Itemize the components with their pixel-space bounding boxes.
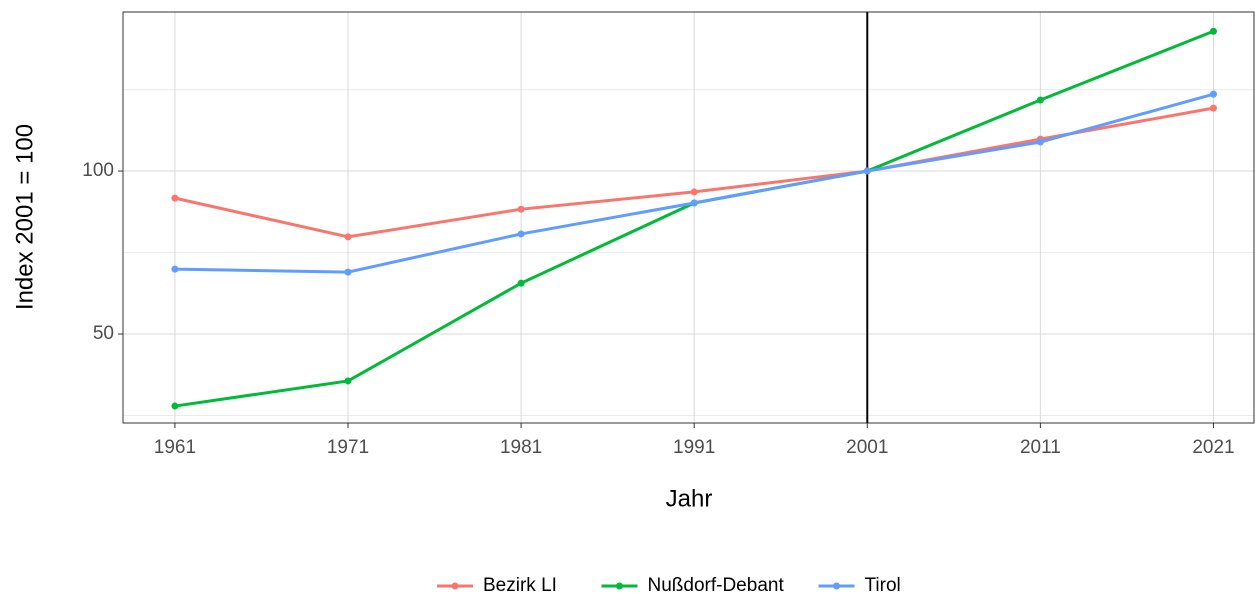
- legend-label: Nußdorf-Debant: [648, 575, 785, 596]
- x-axis-label: Jahr: [666, 485, 713, 512]
- point: [344, 233, 352, 241]
- point: [517, 230, 525, 238]
- legend-key-point: [616, 582, 623, 590]
- point: [171, 194, 179, 202]
- point: [517, 205, 525, 213]
- point: [171, 265, 179, 273]
- point: [1036, 138, 1044, 146]
- legend-key-point: [451, 582, 459, 590]
- x-tick-label: 1991: [673, 437, 715, 458]
- point: [690, 199, 698, 207]
- x-tick-label: 2021: [1192, 437, 1234, 458]
- x-tick-label: 1981: [500, 437, 542, 458]
- point: [1209, 27, 1217, 35]
- point: [1036, 96, 1044, 104]
- y-axis-label: Index 2001 = 100: [11, 124, 38, 310]
- point: [517, 279, 525, 287]
- point: [171, 402, 179, 410]
- point: [1209, 104, 1217, 112]
- point: [690, 188, 698, 196]
- legend-label: Tirol: [865, 575, 901, 596]
- x-tick-label: 2011: [1020, 437, 1061, 458]
- x-tick-label: 2001: [846, 437, 888, 458]
- point: [1209, 90, 1217, 98]
- y-tick-label: 100: [82, 160, 114, 181]
- legend-label: Bezirk LI: [483, 575, 557, 596]
- point: [863, 167, 871, 175]
- x-tick-label: 1971: [327, 437, 369, 458]
- panel-border: [122, 11, 1255, 424]
- point: [344, 268, 352, 276]
- legend-key-point: [833, 582, 840, 590]
- point: [344, 377, 352, 385]
- y-tick-label: 50: [93, 323, 114, 344]
- x-tick-label: 1961: [154, 437, 196, 458]
